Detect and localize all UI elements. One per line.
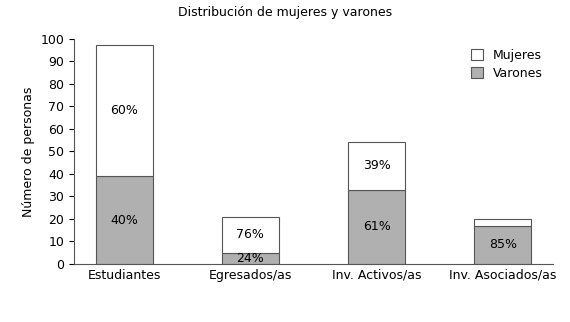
Bar (474, 219, 531, 226)
Bar (222, 217, 279, 253)
Text: 40%: 40% (111, 213, 138, 227)
Bar (222, 253, 279, 264)
Text: 60%: 60% (111, 104, 138, 117)
Bar (96, 45, 153, 176)
Text: Distribución de mujeres y varones: Distribución de mujeres y varones (178, 6, 392, 19)
Text: 76%: 76% (237, 228, 264, 241)
Text: 24%: 24% (237, 252, 264, 265)
Y-axis label: Número de personas: Número de personas (22, 86, 35, 216)
Legend: Mujeres, Varones: Mujeres, Varones (467, 45, 547, 83)
Bar (96, 176, 153, 264)
Bar (348, 142, 405, 190)
Text: 61%: 61% (363, 220, 390, 233)
Text: 85%: 85% (488, 238, 517, 251)
Bar (474, 226, 531, 264)
Text: 39%: 39% (363, 159, 390, 173)
Bar (348, 190, 405, 264)
